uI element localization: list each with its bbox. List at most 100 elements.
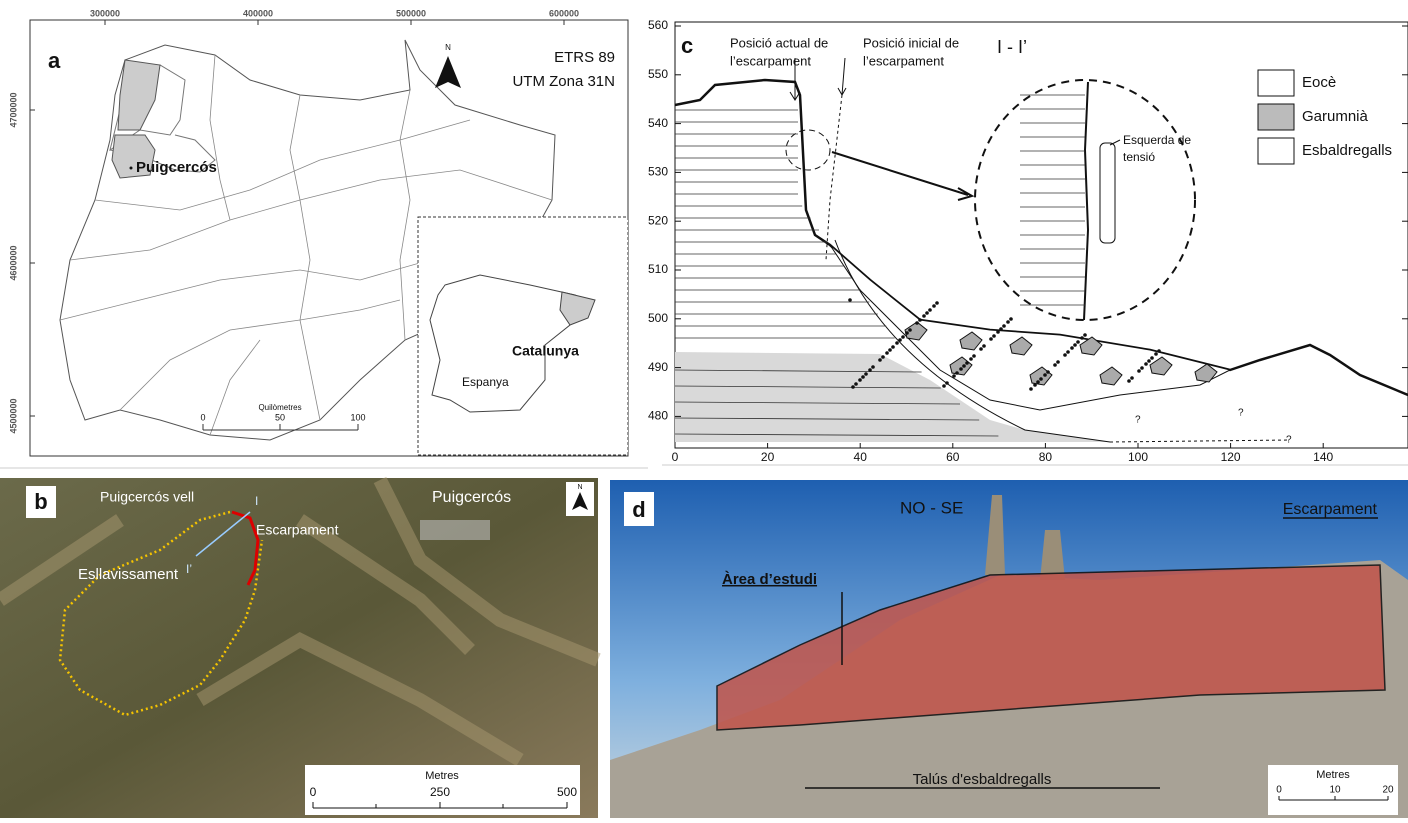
scree-dot xyxy=(871,365,875,369)
x-tick-label: 600000 xyxy=(549,8,579,18)
scree-dot xyxy=(881,355,885,359)
scale-tick: 250 xyxy=(430,785,450,799)
scree-dot xyxy=(891,345,895,349)
scree-dot xyxy=(1006,320,1010,324)
scree-dot xyxy=(1002,324,1006,328)
uncertain-mark: ? xyxy=(1238,408,1244,419)
place-dot xyxy=(130,167,133,170)
legend-swatch-eocene xyxy=(1258,70,1294,96)
scree-dot xyxy=(952,374,956,378)
scree-dot xyxy=(918,318,922,322)
scree-dot xyxy=(848,298,852,302)
panel-d xyxy=(610,480,1408,818)
scree-dot xyxy=(878,358,882,362)
scree-dot xyxy=(901,335,905,339)
crs: UTM Zona 31N xyxy=(512,73,615,90)
annotation: l’escarpament xyxy=(863,53,944,68)
scree-dot xyxy=(959,367,963,371)
scree-dot xyxy=(945,381,949,385)
y-tick-label: 510 xyxy=(648,262,668,276)
scree-dot xyxy=(1056,360,1060,364)
annotation: Escarpament xyxy=(1283,501,1378,518)
annotation: Talús d'esbaldregalls xyxy=(913,771,1052,788)
x-tick-label: 0 xyxy=(672,450,679,464)
x-tick-label: 500000 xyxy=(396,8,426,18)
scree-dot xyxy=(1080,336,1084,340)
section-title: I - I’ xyxy=(997,37,1027,57)
scale-tick: 10 xyxy=(1329,785,1341,796)
scale-tick: 100 xyxy=(350,412,365,422)
scree-dot xyxy=(925,311,929,315)
scree-dot xyxy=(1039,377,1043,381)
scree-dot xyxy=(1157,349,1161,353)
x-tick-label: 140 xyxy=(1313,450,1333,464)
scree-dot xyxy=(1137,369,1141,373)
y-tick-label: 490 xyxy=(648,360,668,374)
scree-dot xyxy=(935,301,939,305)
scree-dot xyxy=(1140,366,1144,370)
place-label: Escarpament xyxy=(256,522,339,538)
scree-dot xyxy=(928,308,932,312)
place-label: Esllavissament xyxy=(78,566,179,583)
y-tick-label: 530 xyxy=(648,165,668,179)
annotation: Posició inicial de xyxy=(863,35,959,50)
annotation: Esquerda de xyxy=(1123,133,1191,147)
scree-dot xyxy=(1063,353,1067,357)
x-tick-label: 120 xyxy=(1221,450,1241,464)
tension-block xyxy=(1100,143,1115,243)
scree-dot xyxy=(969,357,973,361)
place-label: Puigcercós xyxy=(432,489,511,506)
scree-dot xyxy=(932,304,936,308)
scree-dot xyxy=(1046,370,1050,374)
scree-dot xyxy=(1144,362,1148,366)
scree-dot xyxy=(1154,352,1158,356)
scree-dot xyxy=(972,354,976,358)
scree-dot xyxy=(1076,340,1080,344)
scale-tick: 500 xyxy=(557,785,577,799)
y-tick-label: 550 xyxy=(648,67,668,81)
scree-dot xyxy=(858,378,862,382)
y-tick-label: 520 xyxy=(648,213,668,227)
section-label: I’ xyxy=(186,562,192,576)
scale-title: Metres xyxy=(425,770,459,782)
scree-dot xyxy=(999,327,1003,331)
scale-tick: 0 xyxy=(310,785,317,799)
figure: 3000004000005000006000004700000460000045… xyxy=(0,0,1408,818)
uncertain-mark: ? xyxy=(1135,415,1141,426)
scree-dot xyxy=(1073,343,1077,347)
scree-dot xyxy=(885,351,889,355)
annotation: Posició actual de xyxy=(730,35,828,50)
scree-dot xyxy=(962,364,966,368)
x-tick-label: 20 xyxy=(761,450,775,464)
x-tick-label: 60 xyxy=(946,450,960,464)
scree-dot xyxy=(888,348,892,352)
scale-title: Quilòmetres xyxy=(258,403,301,412)
annotation: NO - SE xyxy=(900,498,963,517)
scree-dot xyxy=(1033,383,1037,387)
panel-label: d xyxy=(632,497,645,522)
scree-dot xyxy=(851,385,855,389)
y-tick-label: 500 xyxy=(648,311,668,325)
panel-label: b xyxy=(34,489,47,514)
crs: ETRS 89 xyxy=(554,49,615,66)
scree-dot xyxy=(992,334,996,338)
x-tick-label: 300000 xyxy=(90,8,120,18)
y-tick-label: 480 xyxy=(648,409,668,423)
panel-c xyxy=(675,22,1408,448)
scree-dot xyxy=(942,384,946,388)
scree-dot xyxy=(1070,346,1074,350)
scree-dot xyxy=(955,371,959,375)
scree-dot xyxy=(868,368,872,372)
legend-swatch-garumnian xyxy=(1258,104,1294,130)
annotation: l’escarpament xyxy=(730,53,811,68)
panel-label: c xyxy=(681,33,693,58)
scree-dot xyxy=(982,344,986,348)
north-label: N xyxy=(577,484,582,491)
scree-dot xyxy=(915,321,919,325)
scree-dot xyxy=(1150,356,1154,360)
scale-title: Metres xyxy=(1316,769,1350,781)
scree-dot xyxy=(898,338,902,342)
y-tick-label: 4700000 xyxy=(8,92,18,127)
scale-tick: 50 xyxy=(275,412,285,422)
scree-dot xyxy=(1127,379,1131,383)
